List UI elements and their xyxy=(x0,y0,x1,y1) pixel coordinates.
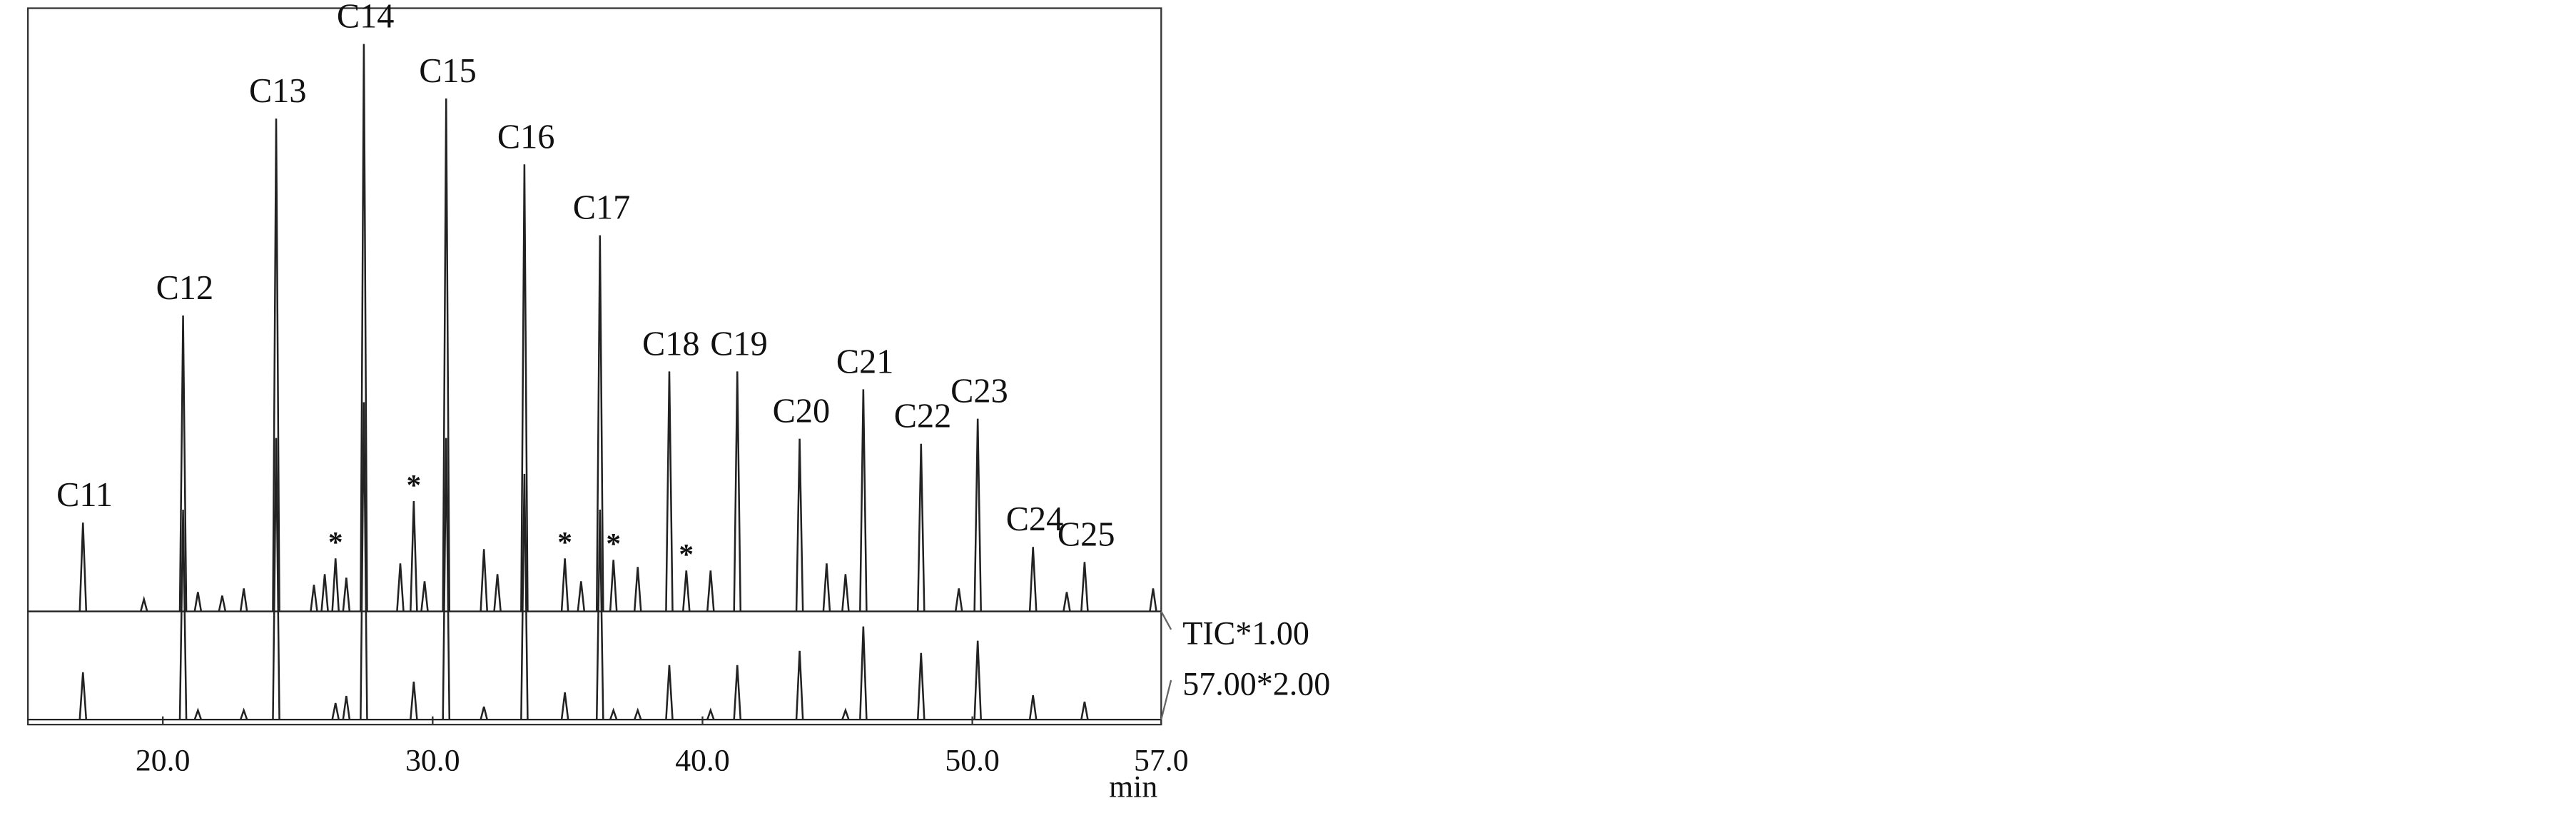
peak xyxy=(595,235,604,612)
legend-label: 57.00*2.00 xyxy=(1182,666,1330,702)
peak xyxy=(916,652,926,720)
peak-label: C14 xyxy=(337,0,395,36)
peak xyxy=(595,510,604,720)
peak xyxy=(954,588,963,612)
peak xyxy=(916,443,926,612)
peak xyxy=(272,118,280,612)
peak-label: C19 xyxy=(710,325,768,363)
peak xyxy=(1080,562,1089,612)
peak xyxy=(1063,592,1071,612)
peak-marker: * xyxy=(679,537,694,570)
peak xyxy=(396,563,405,612)
peak xyxy=(577,581,586,612)
peak xyxy=(1080,701,1089,720)
x-tick-label: 40.0 xyxy=(675,744,730,778)
x-tick-label: 20.0 xyxy=(136,744,191,778)
peak xyxy=(681,570,691,612)
peak xyxy=(342,695,351,720)
peak xyxy=(706,570,715,612)
legend-label: TIC*1.00 xyxy=(1182,615,1309,652)
peak xyxy=(218,595,227,612)
x-tick-label: 50.0 xyxy=(945,744,1000,778)
peak xyxy=(139,595,148,612)
peak xyxy=(609,560,618,612)
peak xyxy=(193,707,203,720)
peak xyxy=(410,681,418,720)
peak xyxy=(178,510,188,720)
x-tick-label: 30.0 xyxy=(405,744,460,778)
peak xyxy=(973,418,982,612)
peak xyxy=(520,473,529,720)
peak xyxy=(331,558,340,612)
peak xyxy=(560,692,569,720)
peak-label: C25 xyxy=(1058,515,1115,553)
peak xyxy=(360,44,368,612)
peak xyxy=(795,438,804,612)
peak xyxy=(420,581,429,612)
x-axis-label: min xyxy=(1109,769,1157,804)
peak xyxy=(1149,588,1157,612)
peak xyxy=(320,574,329,612)
peak xyxy=(633,707,642,720)
peak xyxy=(665,371,674,612)
peak xyxy=(706,707,715,720)
x-tick-label: 57.0 xyxy=(1134,744,1189,778)
peak xyxy=(1028,695,1038,720)
peak xyxy=(733,371,742,612)
peak xyxy=(78,672,88,720)
peak-label: C12 xyxy=(156,269,214,307)
peak-label: C15 xyxy=(419,52,477,90)
peak-label: C17 xyxy=(573,189,631,227)
peak xyxy=(360,402,368,720)
peak xyxy=(633,567,642,612)
peak xyxy=(973,640,982,720)
peak xyxy=(193,592,203,612)
peak xyxy=(78,522,88,612)
peak xyxy=(841,574,850,612)
peak-marker: * xyxy=(606,527,621,560)
peak xyxy=(560,558,569,612)
peak-label: C18 xyxy=(642,325,700,363)
peak-marker: * xyxy=(407,468,422,501)
peak-label: C24 xyxy=(1006,500,1064,538)
peak-label: C13 xyxy=(249,72,307,110)
peak-marker: * xyxy=(557,525,572,558)
peak xyxy=(442,98,451,612)
peak xyxy=(178,315,188,612)
peak-label: C21 xyxy=(836,343,894,380)
peak xyxy=(239,707,248,720)
peak xyxy=(331,702,340,720)
peak xyxy=(859,626,868,720)
peak-label: C23 xyxy=(950,373,1008,410)
peak xyxy=(733,665,742,720)
peak xyxy=(480,549,488,612)
peak-marker: * xyxy=(328,525,343,558)
peak-label: C11 xyxy=(56,476,113,514)
legend-connector xyxy=(1160,611,1172,630)
peak-label: C20 xyxy=(773,393,831,430)
peak xyxy=(442,438,451,720)
peak xyxy=(239,588,248,612)
peak xyxy=(841,707,850,720)
peak xyxy=(480,706,488,720)
peak xyxy=(609,707,618,720)
peak xyxy=(410,500,418,612)
peak xyxy=(859,389,868,612)
peak xyxy=(822,563,831,612)
peak xyxy=(520,164,529,612)
peak xyxy=(493,574,502,612)
peak xyxy=(665,665,674,720)
peak xyxy=(342,577,351,612)
peak-label: C16 xyxy=(497,118,555,156)
peak xyxy=(310,585,318,612)
legend-connector xyxy=(1160,680,1172,720)
peak xyxy=(795,650,804,720)
peak xyxy=(272,438,280,720)
peak-label: C22 xyxy=(894,398,952,435)
peak xyxy=(1028,547,1038,612)
